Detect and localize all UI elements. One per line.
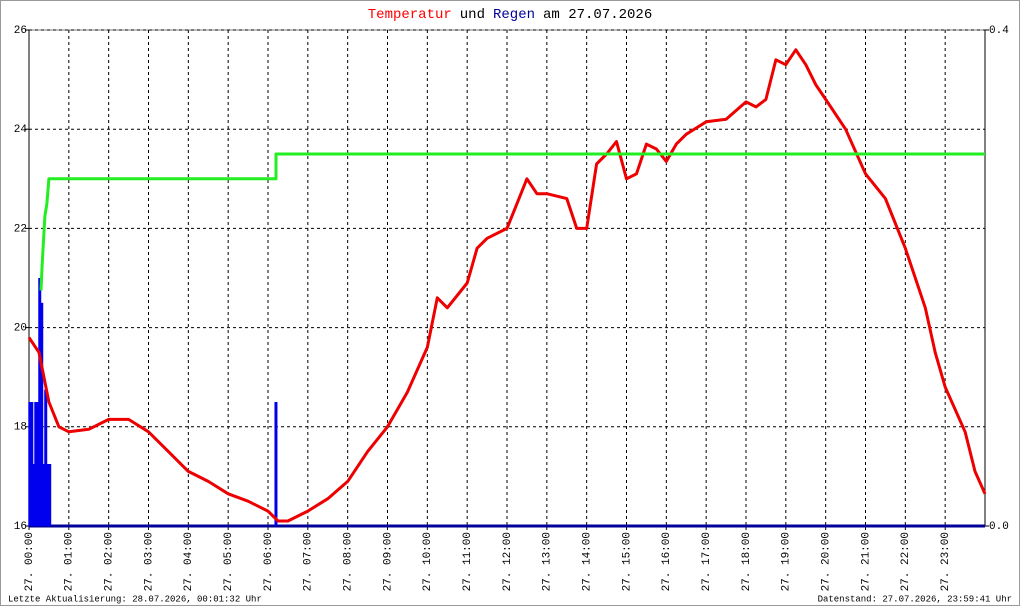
x-tick-label: 27. 02:00 xyxy=(104,532,116,591)
x-tick-label: 27. 15:00 xyxy=(621,532,633,591)
x-tick-label: 27. 07:00 xyxy=(303,532,315,591)
x-tick-label: 27. 22:00 xyxy=(900,532,912,591)
title-part: am 27.07.2026 xyxy=(543,7,652,23)
footer-right: Datenstand: 27.07.2026, 23:59:41 Uhr xyxy=(818,594,1012,604)
bar xyxy=(40,302,44,526)
y-tick-label: 16 xyxy=(14,521,27,533)
bar xyxy=(46,464,50,526)
x-tick-label: 27. 01:00 xyxy=(64,532,76,591)
y2-tick-label: 0.4 xyxy=(989,25,1009,37)
bar xyxy=(48,464,52,526)
x-tick-label: 27. 09:00 xyxy=(382,532,394,591)
line xyxy=(39,152,985,291)
bar xyxy=(34,402,38,526)
x-tick-label: 27. 05:00 xyxy=(223,532,235,591)
y-tick-label: 18 xyxy=(14,422,27,434)
y-tick-label: 20 xyxy=(14,323,27,335)
bar xyxy=(36,402,40,526)
title-part: Regen xyxy=(493,7,535,23)
x-tick-label: 27. 23:00 xyxy=(940,532,952,591)
x-tick-label: 27. 17:00 xyxy=(701,532,713,591)
x-tick-label: 27. 20:00 xyxy=(821,532,833,591)
y-tick-label: 26 xyxy=(14,25,27,37)
bar xyxy=(44,389,48,526)
y-tick-label: 24 xyxy=(14,124,28,136)
x-tick-label: 27. 19:00 xyxy=(781,532,793,591)
bar xyxy=(38,278,42,526)
x-tick-label: 27. 11:00 xyxy=(462,532,474,591)
bar xyxy=(42,464,46,526)
x-tick-label: 27. 03:00 xyxy=(143,532,155,591)
x-tick-label: 27. 00:00 xyxy=(24,532,36,591)
title-part: und xyxy=(460,7,485,23)
x-tick-label: 27. 06:00 xyxy=(263,532,275,591)
chart-title: Temperatur und Regen am 27.07.2026 xyxy=(368,7,652,23)
bar xyxy=(30,402,34,526)
footer-left: Letzte Aktualisierung: 28.07.2026, 00:01… xyxy=(8,594,262,604)
x-tick-label: 27. 14:00 xyxy=(582,532,594,591)
x-tick-label: 27. 04:00 xyxy=(183,532,195,591)
title-part: Temperatur xyxy=(368,7,452,23)
line xyxy=(27,48,987,523)
y2-tick-label: 0.0 xyxy=(989,521,1009,533)
bar xyxy=(274,402,278,526)
x-tick-label: 27. 21:00 xyxy=(860,532,872,591)
x-tick-label: 27. 16:00 xyxy=(661,532,673,591)
x-tick-label: 27. 08:00 xyxy=(343,532,355,591)
bar xyxy=(28,402,32,526)
x-tick-label: 27. 13:00 xyxy=(542,532,554,591)
x-tick-label: 27. 18:00 xyxy=(741,532,753,591)
bar xyxy=(32,464,36,526)
x-tick-label: 27. 12:00 xyxy=(502,532,514,591)
y-tick-label: 22 xyxy=(14,223,27,235)
x-tick-label: 27. 10:00 xyxy=(422,532,434,591)
